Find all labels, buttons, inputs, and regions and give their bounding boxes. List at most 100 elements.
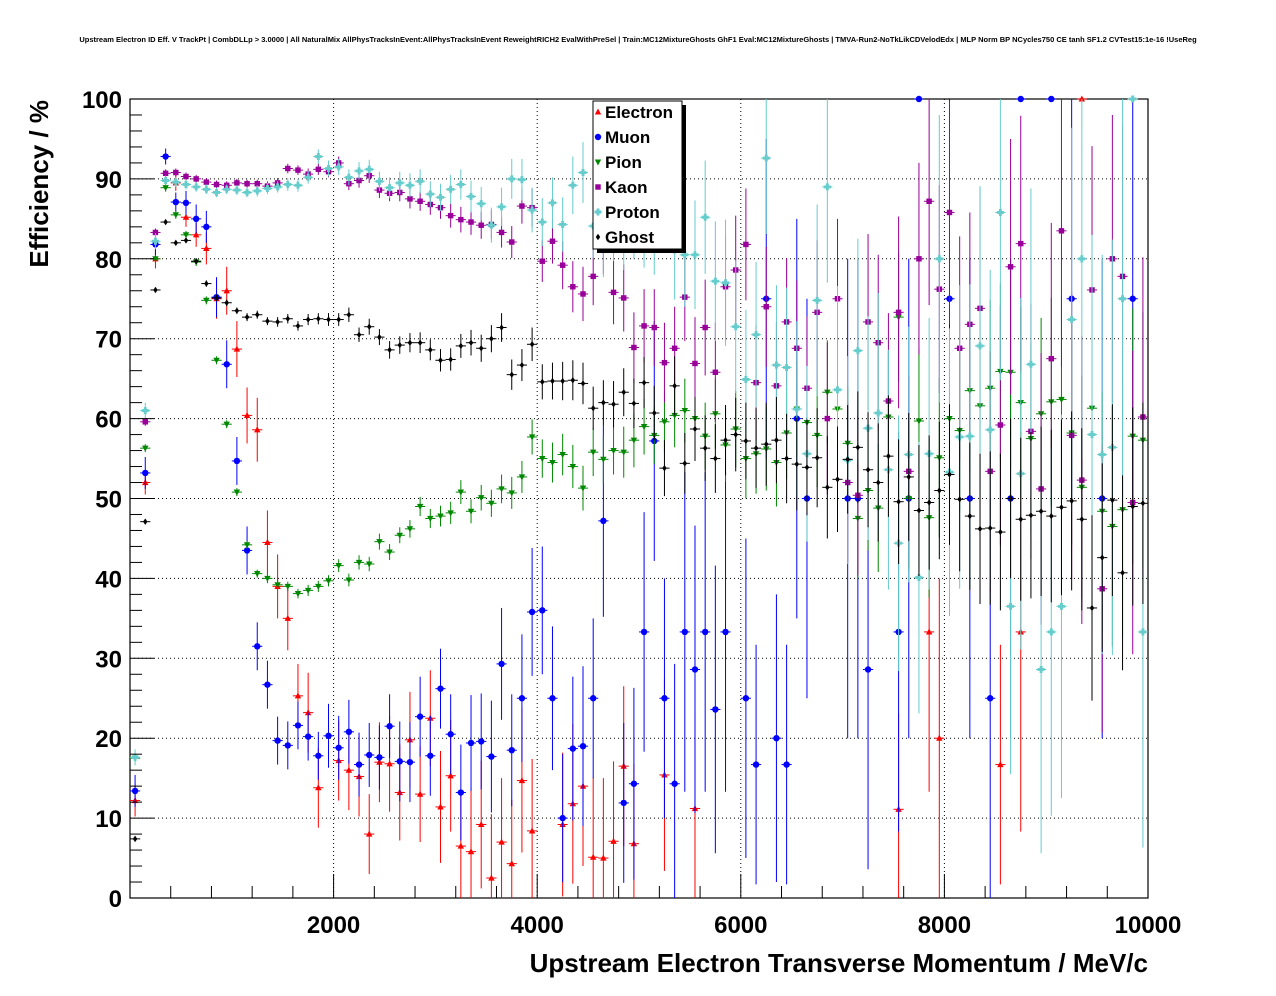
muon-point [720, 472, 731, 792]
proton-marker [915, 574, 923, 582]
muon-marker [284, 742, 291, 749]
y-tick-label: 10 [95, 806, 122, 833]
muon-point [527, 548, 538, 676]
proton-marker [762, 154, 770, 162]
kaon-marker [183, 173, 189, 180]
proton-marker [548, 199, 556, 207]
ghost-marker [662, 464, 667, 472]
proton-point [506, 158, 517, 199]
ghost-point [353, 327, 365, 342]
electron-marker [315, 784, 322, 791]
electron-marker [467, 848, 475, 855]
ghost-marker [692, 425, 698, 433]
legend-label-ghost: Ghost [605, 228, 654, 247]
pion-point [486, 489, 497, 517]
kaon-marker [580, 291, 586, 297]
ghost-point [598, 380, 609, 425]
pion-point [140, 444, 151, 453]
proton-point [486, 207, 497, 243]
muon-marker [722, 628, 729, 636]
muon-marker [254, 643, 261, 650]
ghost-point [496, 313, 507, 342]
ghost-point [771, 397, 782, 484]
ghost-marker [193, 257, 199, 265]
kaon-marker [824, 415, 831, 422]
proton-point [262, 182, 273, 195]
muon-point [282, 721, 293, 770]
muon-point [160, 148, 171, 165]
muon-point [221, 340, 232, 389]
proton-point [130, 749, 141, 766]
proton-point [750, 261, 762, 408]
kaon-marker [570, 284, 576, 290]
muon-marker [264, 681, 271, 688]
electron-marker [488, 874, 495, 881]
electron-point [486, 814, 497, 898]
muon-marker [355, 761, 363, 768]
muon-point [557, 754, 568, 883]
ghost-marker [1140, 500, 1146, 507]
pion-point [374, 533, 385, 550]
proton-point [577, 142, 589, 203]
pion-marker [427, 515, 434, 522]
ghost-marker [244, 313, 250, 321]
ghost-marker [641, 379, 647, 386]
ghost-point [588, 386, 599, 430]
ghost-marker [926, 499, 932, 506]
legend-entry-pion: Pion [594, 153, 642, 172]
proton-marker [752, 331, 760, 339]
pion-point [516, 460, 528, 493]
ghost-point [221, 299, 232, 306]
legend-entry-electron: Electron [594, 103, 673, 122]
proton-marker [742, 375, 750, 383]
ghost-point [618, 368, 629, 417]
ghost-marker [570, 377, 576, 384]
proton-marker [783, 363, 791, 371]
kaon-marker [651, 324, 657, 331]
ghost-point [1066, 411, 1077, 591]
ghost-point [873, 423, 884, 542]
muon-marker [233, 457, 241, 465]
kaon-marker [1018, 240, 1024, 247]
proton-marker [141, 407, 149, 415]
proton-marker [263, 184, 271, 193]
ghost-marker [702, 444, 708, 452]
ghost-point [425, 339, 436, 361]
ghost-point [272, 317, 283, 327]
ghost-marker [682, 460, 688, 467]
pion-marker [172, 212, 180, 219]
ghost-point [394, 336, 405, 354]
pion-marker [416, 503, 424, 511]
muon-point [567, 676, 578, 821]
kaon-point [537, 240, 548, 282]
proton-marker [1078, 255, 1086, 263]
muon-marker [478, 738, 485, 745]
proton-point [934, 114, 945, 403]
ghost-point [944, 404, 955, 545]
kaon-point [659, 322, 670, 403]
electron-marker [304, 709, 312, 716]
ghost-point [455, 333, 466, 358]
muon-marker [549, 695, 556, 702]
ghost-marker [804, 464, 810, 471]
muon-marker [142, 469, 149, 477]
proton-point [333, 158, 344, 175]
ghost-point [1137, 402, 1148, 604]
electron-point [364, 794, 375, 875]
pion-point [679, 378, 690, 443]
proton-marker [416, 177, 424, 185]
proton-marker [375, 177, 383, 185]
proton-point [465, 180, 477, 213]
proton-point [140, 402, 151, 419]
ghost-marker [377, 333, 382, 341]
ghost-point [679, 432, 690, 494]
legend-marker-muon [594, 133, 602, 141]
proton-marker [172, 178, 180, 186]
proton-marker [681, 251, 689, 259]
ghost-point [150, 286, 161, 294]
muon-point [516, 634, 528, 763]
muon-marker [457, 789, 465, 796]
muon-point [303, 712, 314, 761]
kaon-marker [916, 256, 922, 262]
pion-point [404, 520, 416, 538]
